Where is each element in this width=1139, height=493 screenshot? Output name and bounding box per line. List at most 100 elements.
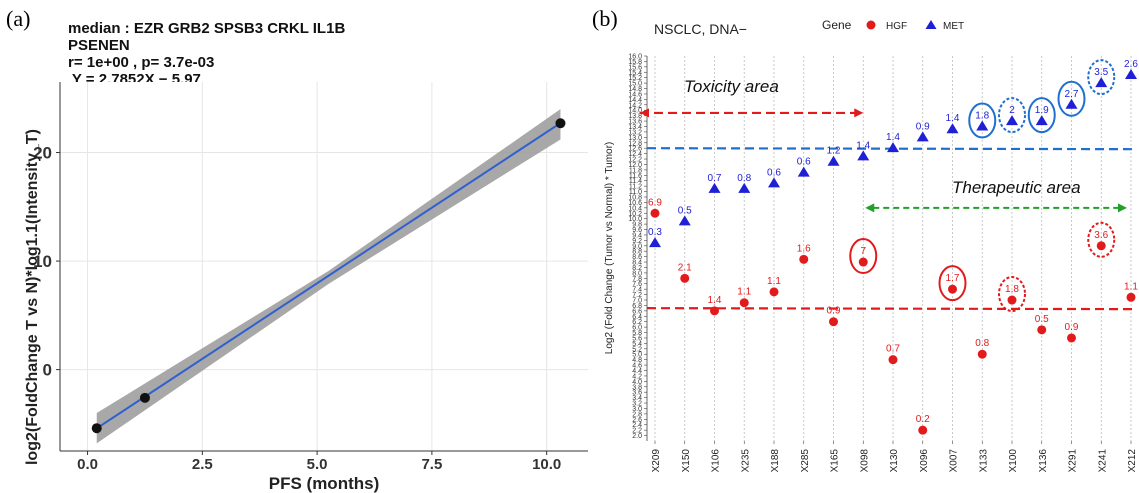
y-tick-label: 14.8: [628, 86, 642, 93]
y-tick-label: 13.0: [628, 135, 642, 142]
y-tick-label: 13.4: [628, 124, 642, 131]
x-tick-label: X285: [800, 449, 811, 473]
legend-met-label: MET: [943, 21, 964, 32]
hgf-value-label: 2.1: [678, 262, 692, 273]
data-point: [91, 423, 102, 434]
x-tick-label: X096: [919, 449, 930, 473]
therapeutic-area-label: Therapeutic area: [952, 178, 1081, 197]
x-tick-label: X106: [711, 449, 722, 473]
y-tick-label: 7.0: [632, 298, 642, 305]
y-tick-label: 2.2: [632, 428, 642, 435]
hgf-highlight-circle-dotted: [1087, 221, 1116, 258]
y-tick-label: 12.6: [628, 146, 642, 153]
x-tick-label: 0.0: [77, 456, 98, 473]
panel-a: (a) median : EZR GRB2 SPSB3 CRKL IL1B PS…: [6, 6, 588, 493]
y-tick-label: 15.0: [628, 81, 642, 88]
met-point: [768, 177, 780, 188]
stats-line-1: median : EZR GRB2 SPSB3 CRKL IL1B: [68, 20, 346, 37]
y-tick-label: 14.2: [628, 102, 642, 109]
met-value-label: 0.9: [916, 121, 930, 132]
y-tick-label: 5.2: [632, 346, 642, 353]
y-tick-label: 3.4: [632, 395, 642, 402]
y-tick-label: 11.0: [629, 189, 642, 196]
toxicity-arrowhead: [854, 108, 864, 118]
y-tick-label: 12.2: [628, 157, 642, 164]
y-tick-label: 2.6: [632, 417, 642, 424]
hgf-value-label: 3.6: [1094, 230, 1108, 241]
met-value-label: 0.6: [797, 157, 811, 168]
y-tick-label: 20: [33, 144, 52, 163]
x-tick-label: X241: [1097, 449, 1108, 473]
y-tick-label: 8.6: [632, 254, 642, 261]
x-tick-label: X130: [889, 449, 900, 473]
y-tick-label: 16.0: [628, 54, 642, 61]
legend-hgf-marker: [866, 20, 876, 30]
x-tick-label: X291: [1068, 449, 1079, 473]
y-tick-label: 14.4: [628, 97, 642, 104]
met-point: [857, 150, 870, 161]
met-point: [678, 215, 691, 226]
regression-line: [96, 122, 562, 430]
toxicity-arrowhead-left: [640, 108, 649, 118]
hgf-highlight-circle: [938, 265, 967, 302]
hgf-point: [858, 257, 868, 267]
hgf-value-label: 1.1: [1124, 281, 1138, 292]
hgf-value-label: 1.1: [737, 287, 751, 298]
met-value-label: 0.8: [737, 173, 751, 184]
y-tick-label: 5.0: [632, 352, 642, 359]
y-tick-label: 6.4: [632, 314, 642, 321]
hgf-point: [680, 273, 690, 283]
hgf-point: [650, 208, 660, 218]
x-tick-label: 10.0: [532, 456, 561, 473]
hgf-point: [829, 317, 838, 327]
y-tick-label: 15.6: [628, 64, 642, 71]
y-tick-label: 15.8: [628, 59, 642, 66]
hgf-point: [948, 284, 957, 294]
y-tick-label: 2.4: [632, 422, 642, 429]
hgf-point: [1126, 292, 1136, 302]
chart-b-title: NSCLC, DNA−: [654, 21, 747, 37]
y-tick-label: 4.6: [632, 363, 642, 370]
met-value-label: 1.2: [827, 146, 841, 157]
y-tick-label: 11.6: [629, 173, 642, 180]
hgf-point: [739, 298, 749, 308]
y-tick-label: 7.4: [632, 287, 642, 294]
therapeutic-arrowhead-right: [1118, 203, 1127, 213]
met-point: [976, 120, 989, 131]
met-value-label: 0.6: [767, 167, 781, 178]
y-tick-label: 10.6: [628, 200, 642, 207]
y-tick-label: 8.2: [632, 265, 642, 272]
y-tick-label: 0: [43, 361, 52, 380]
met-value-label: 1.9: [1035, 105, 1049, 116]
met-value-label: 1.8: [975, 110, 989, 121]
toxicity-threshold-line: [646, 307, 1136, 311]
y-tick-label: 11.8: [629, 167, 642, 174]
hgf-point: [1096, 241, 1106, 251]
met-value-label: 0.3: [648, 227, 662, 238]
met-highlight-circle: [1057, 80, 1086, 117]
met-point: [738, 182, 751, 193]
y-tick-label: 3.2: [632, 401, 642, 408]
y-tick-label: 3.0: [632, 406, 642, 413]
hgf-value-label: 6.9: [648, 197, 662, 208]
y-tick-label: 6.8: [632, 303, 642, 310]
met-highlight-circle-dotted: [998, 97, 1026, 134]
x-tick-label: 2.5: [192, 456, 213, 473]
hgf-value-label: 0.5: [1035, 314, 1049, 325]
y-tick-label: 6.0: [632, 325, 642, 332]
hgf-value-label: 1.4: [708, 295, 722, 306]
met-point: [1125, 68, 1137, 79]
hgf-value-label: 0.9: [1065, 322, 1079, 333]
hgf-value-label: 1.7: [946, 273, 960, 284]
met-point: [649, 237, 661, 248]
y-tick-label: 10.0: [628, 216, 642, 223]
met-point: [797, 166, 810, 177]
scatter-chart-b: NSCLC, DNA− Gene HGF MET 2.02.22.42.62.8…: [604, 18, 1138, 473]
y-tick-label: 2.0: [632, 433, 642, 440]
y-tick-label: 13.8: [628, 113, 642, 120]
panel-a-label: (a): [6, 6, 31, 31]
y-tick-label: 5.6: [632, 335, 642, 342]
y-tick-label: 13.6: [628, 119, 642, 126]
y-axis-label-b: Log2 (Fold Change (Tumor vs Normal) * Tu…: [604, 142, 615, 354]
hgf-value-label: 1.1: [767, 276, 781, 287]
